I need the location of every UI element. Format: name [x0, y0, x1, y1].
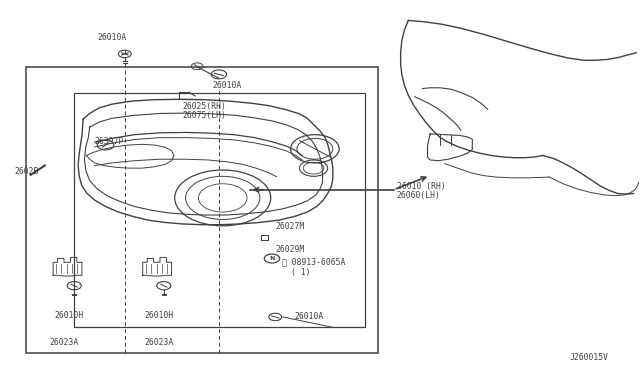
- Text: 26010H: 26010H: [144, 311, 173, 320]
- Text: ( 1): ( 1): [291, 268, 310, 277]
- Text: 26010A: 26010A: [212, 81, 242, 90]
- Text: 26010 (RH): 26010 (RH): [397, 182, 445, 190]
- Text: 26010A: 26010A: [97, 33, 127, 42]
- Text: 2602B: 2602B: [14, 167, 38, 176]
- Text: 26075(LH): 26075(LH): [183, 111, 227, 120]
- Text: 26060(LH): 26060(LH): [397, 191, 441, 200]
- Text: 26025(RH): 26025(RH): [183, 102, 227, 110]
- Text: N: N: [269, 256, 275, 261]
- Text: 26010H: 26010H: [54, 311, 84, 320]
- Text: 26027M: 26027M: [275, 222, 305, 231]
- Bar: [74, 93, 365, 327]
- Text: 26010A: 26010A: [294, 312, 324, 321]
- Text: 26023A: 26023A: [144, 338, 173, 347]
- Text: 26029M: 26029M: [275, 245, 305, 254]
- Bar: [26, 67, 378, 353]
- Text: ① 08913-6065A: ① 08913-6065A: [282, 258, 345, 267]
- Text: 26397P: 26397P: [95, 137, 124, 146]
- Text: 26023A: 26023A: [49, 338, 79, 347]
- Text: J260015V: J260015V: [570, 353, 609, 362]
